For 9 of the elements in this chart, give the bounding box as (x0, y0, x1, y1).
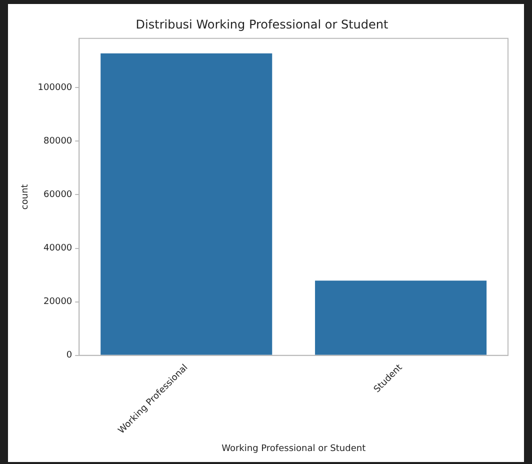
y-tick-label: 0 (66, 350, 72, 361)
y-tick-label: 80000 (44, 136, 72, 147)
y-axis-title: count (20, 184, 31, 210)
y-tick-label: 100000 (38, 83, 72, 93)
y-tick-label: 40000 (44, 244, 72, 254)
x-axis-title: Working Professional or Student (222, 444, 366, 454)
y-tick-label: 60000 (44, 190, 72, 200)
y-tick-label: 20000 (44, 297, 72, 308)
chart-title: Distribusi Working Professional or Student (136, 17, 389, 32)
